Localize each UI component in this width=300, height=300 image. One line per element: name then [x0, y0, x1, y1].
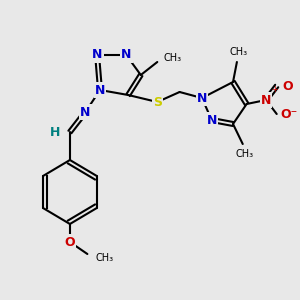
Text: O: O [64, 236, 75, 248]
Text: CH₃: CH₃ [95, 253, 113, 263]
Text: N: N [92, 49, 102, 62]
Text: CH₃: CH₃ [230, 47, 248, 57]
Text: N: N [197, 92, 207, 104]
Text: S: S [153, 95, 162, 109]
Text: N: N [261, 94, 271, 106]
Text: +: + [271, 85, 278, 94]
Text: H: H [50, 125, 60, 139]
Text: N: N [80, 106, 91, 118]
Text: O⁻: O⁻ [280, 107, 298, 121]
Text: N: N [121, 49, 131, 62]
Text: N: N [206, 113, 217, 127]
Text: O: O [283, 80, 293, 92]
Text: N: N [95, 83, 105, 97]
Text: CH₃: CH₃ [163, 53, 181, 63]
Text: CH₃: CH₃ [236, 149, 254, 159]
